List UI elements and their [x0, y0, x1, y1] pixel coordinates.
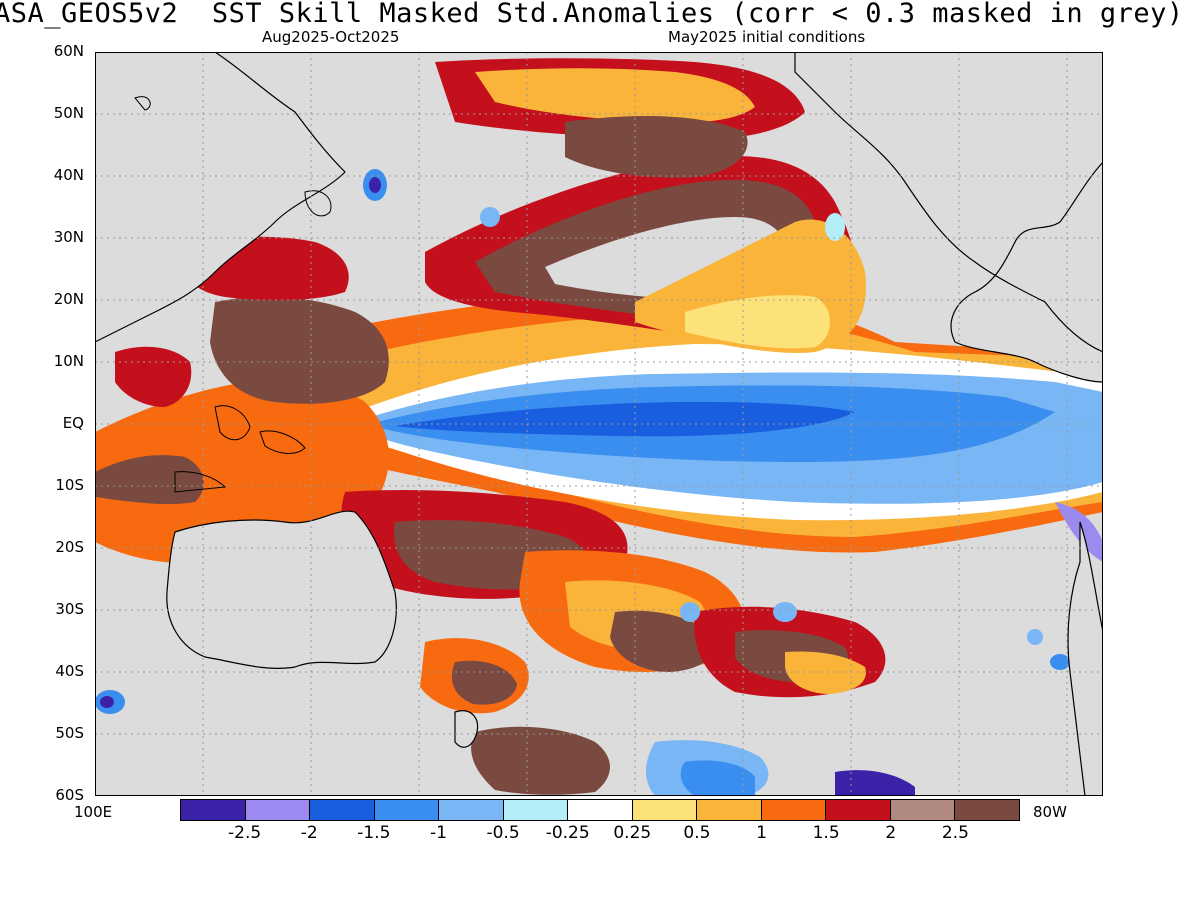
new-zealand — [454, 710, 479, 748]
colorbar-box — [245, 800, 311, 820]
lat-label: 60S — [55, 786, 84, 804]
lon-label-left: 100E — [74, 803, 113, 821]
lat-label: 30S — [55, 600, 84, 618]
sst-anomaly-map — [95, 52, 1103, 796]
north-pacific-warm-arc — [425, 58, 866, 353]
colorbar-tick-label: -0.5 — [486, 823, 520, 843]
colorbar-box — [826, 800, 891, 820]
colorbar-box — [503, 800, 569, 820]
lat-label: 20S — [55, 538, 84, 556]
colorbar-box — [890, 800, 956, 820]
colorbar-box — [955, 800, 1019, 820]
colorbar-tick-label: 0.25 — [613, 823, 652, 843]
scattered-cold-patches — [95, 169, 1070, 714]
gridlines — [95, 52, 1103, 796]
asia-coast — [95, 52, 346, 343]
colorbar-box — [374, 800, 440, 820]
islands — [134, 96, 332, 493]
colorbar-box — [632, 800, 698, 820]
colorbar-box — [181, 800, 246, 820]
colorbar-tick-label: -0.25 — [545, 823, 590, 843]
colorbar-box — [310, 800, 375, 820]
equatorial-cold-tongue — [350, 372, 1103, 562]
lat-label: 10S — [55, 476, 84, 494]
initial-conditions: May2025 initial conditions — [668, 28, 866, 46]
map-border — [95, 52, 1103, 796]
lat-label: 10N — [53, 352, 84, 370]
colorbar-tick-label: -1.5 — [357, 823, 391, 843]
australia — [166, 510, 397, 669]
colorbar-box — [568, 800, 633, 820]
lat-label: 20N — [53, 290, 84, 308]
map-title: ASA_GEOS5v2 SST Skill Masked Std.Anomali… — [0, 0, 1184, 29]
forecast-period: Aug2025-Oct2025 — [262, 28, 400, 46]
colorbar-tick-label: -2 — [300, 823, 318, 843]
map-frame — [95, 52, 1103, 796]
lat-label: 50N — [53, 104, 84, 122]
colorbar-tick-label: 1 — [756, 823, 767, 843]
south-pacific-warm-patches — [341, 490, 915, 796]
lat-label: 40N — [53, 166, 84, 184]
colorbar-box — [439, 800, 504, 820]
lat-label: 30N — [53, 228, 84, 246]
colorbar-tick-label: 0.5 — [683, 823, 711, 843]
colorbar — [180, 799, 1020, 821]
lon-label-right: 80W — [1033, 803, 1067, 821]
colorbar-tick-label: 2.5 — [941, 823, 969, 843]
colorbar-tick-label: 1.5 — [812, 823, 840, 843]
lat-label: 40S — [55, 662, 84, 680]
lat-label: EQ — [62, 414, 84, 432]
colorbar-tick-label: 2 — [885, 823, 897, 843]
colorbar-tick-label: -2.5 — [228, 823, 262, 843]
lat-label: 50S — [55, 724, 84, 742]
south-america — [1067, 521, 1103, 796]
colorbar-box — [697, 800, 762, 820]
colorbar-tick-label: -1 — [429, 823, 447, 843]
colorbar-box — [761, 800, 827, 820]
lat-label: 60N — [53, 42, 84, 60]
